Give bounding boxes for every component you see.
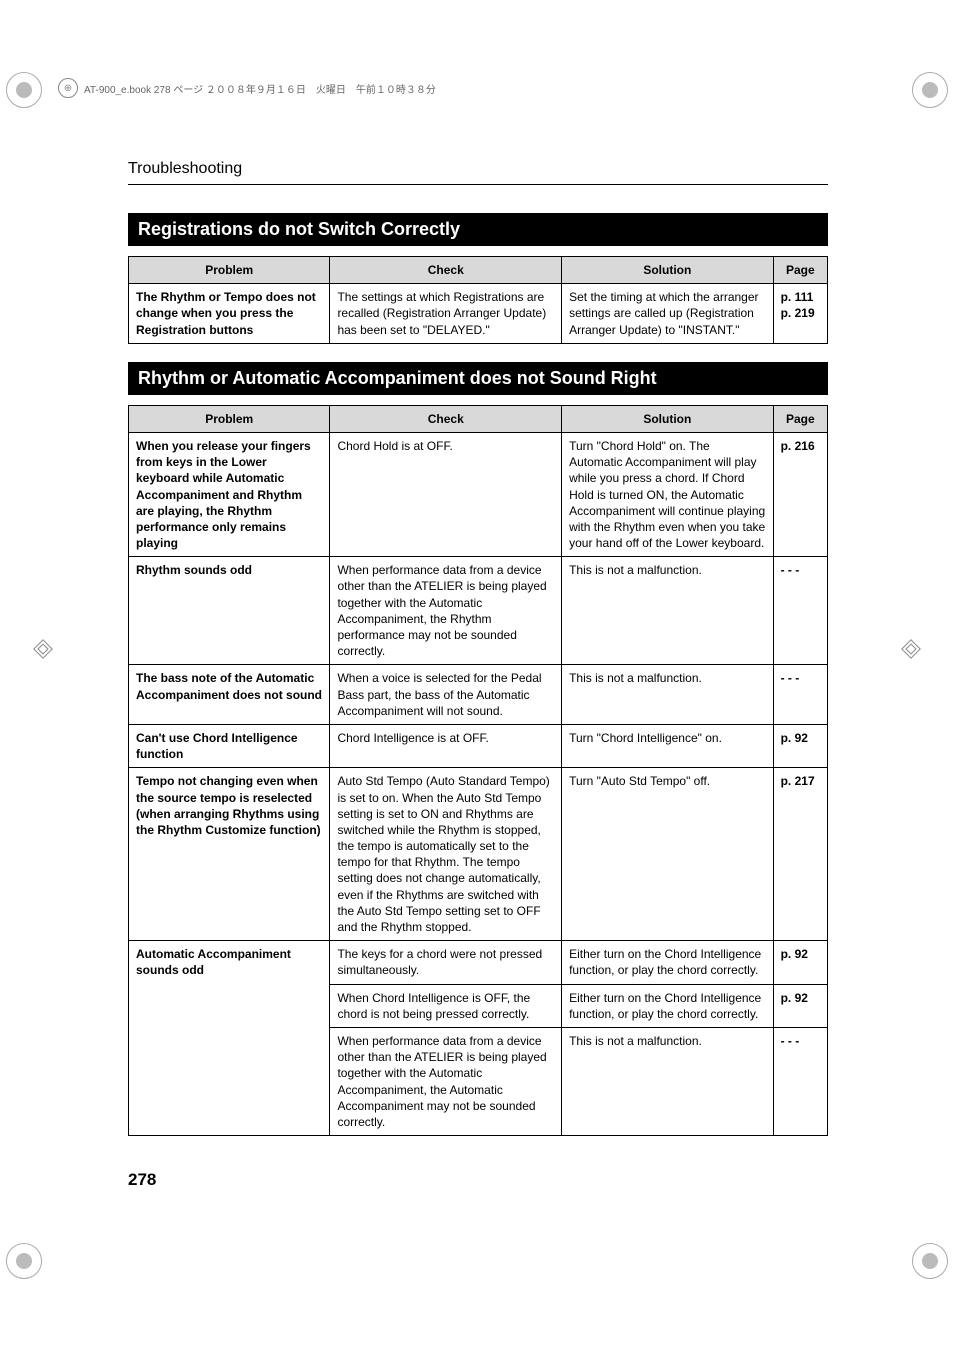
cell-problem: The Rhythm or Tempo does not change when… <box>129 284 330 344</box>
section-title: Registrations do not Switch Correctly <box>128 213 828 246</box>
troubleshooting-table: ProblemCheckSolutionPage When you release… <box>128 405 828 1136</box>
page-content: Troubleshooting Registrations do not Swi… <box>128 160 828 1136</box>
cell-solution: Either turn on the Chord Intelligence fu… <box>562 941 774 984</box>
cell-page: p. 92 <box>773 941 827 984</box>
cell-page: p. 92 <box>773 984 827 1027</box>
cell-page: p. 216 <box>773 432 827 556</box>
cell-problem: Tempo not changing even when the source … <box>129 768 330 941</box>
cell-check: When performance data from a device othe… <box>330 1027 562 1135</box>
table-row: The Rhythm or Tempo does not change when… <box>129 284 828 344</box>
col-header-solution: Solution <box>562 257 774 284</box>
table-row: When you release your fingers from keys … <box>129 432 828 556</box>
table-row: Automatic Accompaniment sounds oddThe ke… <box>129 941 828 984</box>
cell-check: Chord Intelligence is at OFF. <box>330 724 562 767</box>
print-corner-tl <box>6 72 42 108</box>
cell-solution: Either turn on the Chord Intelligence fu… <box>562 984 774 1027</box>
binder-header: ⊕ AT-900_e.book 278 ページ ２００８年９月１６日 火曜日 午… <box>58 78 436 98</box>
cell-problem: Can't use Chord Intelligence function <box>129 724 330 767</box>
section-title: Rhythm or Automatic Accompaniment does n… <box>128 362 828 395</box>
cell-solution: Set the timing at which the arranger set… <box>562 284 774 344</box>
cell-check: When Chord Intelligence is OFF, the chor… <box>330 984 562 1027</box>
cell-page: p. 217 <box>773 768 827 941</box>
table-row: Can't use Chord Intelligence functionCho… <box>129 724 828 767</box>
cell-page: - - - <box>773 665 827 725</box>
cell-page: p. 111p. 219 <box>773 284 827 344</box>
cell-page: - - - <box>773 557 827 665</box>
table-row: Rhythm sounds oddWhen performance data f… <box>129 557 828 665</box>
cell-solution: This is not a malfunction. <box>562 557 774 665</box>
cell-problem: The bass note of the Automatic Accompani… <box>129 665 330 725</box>
cell-problem: When you release your fingers from keys … <box>129 432 330 556</box>
registration-mark-right <box>901 639 921 659</box>
page-number: 278 <box>128 1170 156 1190</box>
print-corner-bl <box>6 1243 42 1279</box>
cell-solution: Turn "Chord Hold" on. The Automatic Acco… <box>562 432 774 556</box>
registration-mark-left <box>33 639 53 659</box>
cell-page: - - - <box>773 1027 827 1135</box>
cell-solution: This is not a malfunction. <box>562 665 774 725</box>
cell-check: When performance data from a device othe… <box>330 557 562 665</box>
cell-problem: Rhythm sounds odd <box>129 557 330 665</box>
col-header-page: Page <box>773 257 827 284</box>
running-head-rule <box>128 184 828 185</box>
cell-problem: Automatic Accompaniment sounds odd <box>129 941 330 1136</box>
cell-check: When a voice is selected for the Pedal B… <box>330 665 562 725</box>
col-header-check: Check <box>330 405 562 432</box>
col-header-check: Check <box>330 257 562 284</box>
col-header-page: Page <box>773 405 827 432</box>
cell-solution: Turn "Auto Std Tempo" off. <box>562 768 774 941</box>
print-corner-tr <box>912 72 948 108</box>
cell-check: The keys for a chord were not pressed si… <box>330 941 562 984</box>
print-corner-br <box>912 1243 948 1279</box>
cell-check: The settings at which Registrations are … <box>330 284 562 344</box>
cell-solution: This is not a malfunction. <box>562 1027 774 1135</box>
cell-solution: Turn "Chord Intelligence" on. <box>562 724 774 767</box>
col-header-solution: Solution <box>562 405 774 432</box>
cell-page: p. 92 <box>773 724 827 767</box>
sections-container: Registrations do not Switch Correctly Pro… <box>128 213 828 1136</box>
troubleshooting-table: ProblemCheckSolutionPage The Rhythm or Te… <box>128 256 828 344</box>
col-header-problem: Problem <box>129 257 330 284</box>
binder-text: AT-900_e.book 278 ページ ２００８年９月１６日 火曜日 午前１… <box>84 81 436 96</box>
cell-check: Chord Hold is at OFF. <box>330 432 562 556</box>
col-header-problem: Problem <box>129 405 330 432</box>
table-row: The bass note of the Automatic Accompani… <box>129 665 828 725</box>
binder-ring-icon: ⊕ <box>58 78 78 98</box>
running-head: Troubleshooting <box>128 160 828 178</box>
table-row: Tempo not changing even when the source … <box>129 768 828 941</box>
cell-check: Auto Std Tempo (Auto Standard Tempo) is … <box>330 768 562 941</box>
